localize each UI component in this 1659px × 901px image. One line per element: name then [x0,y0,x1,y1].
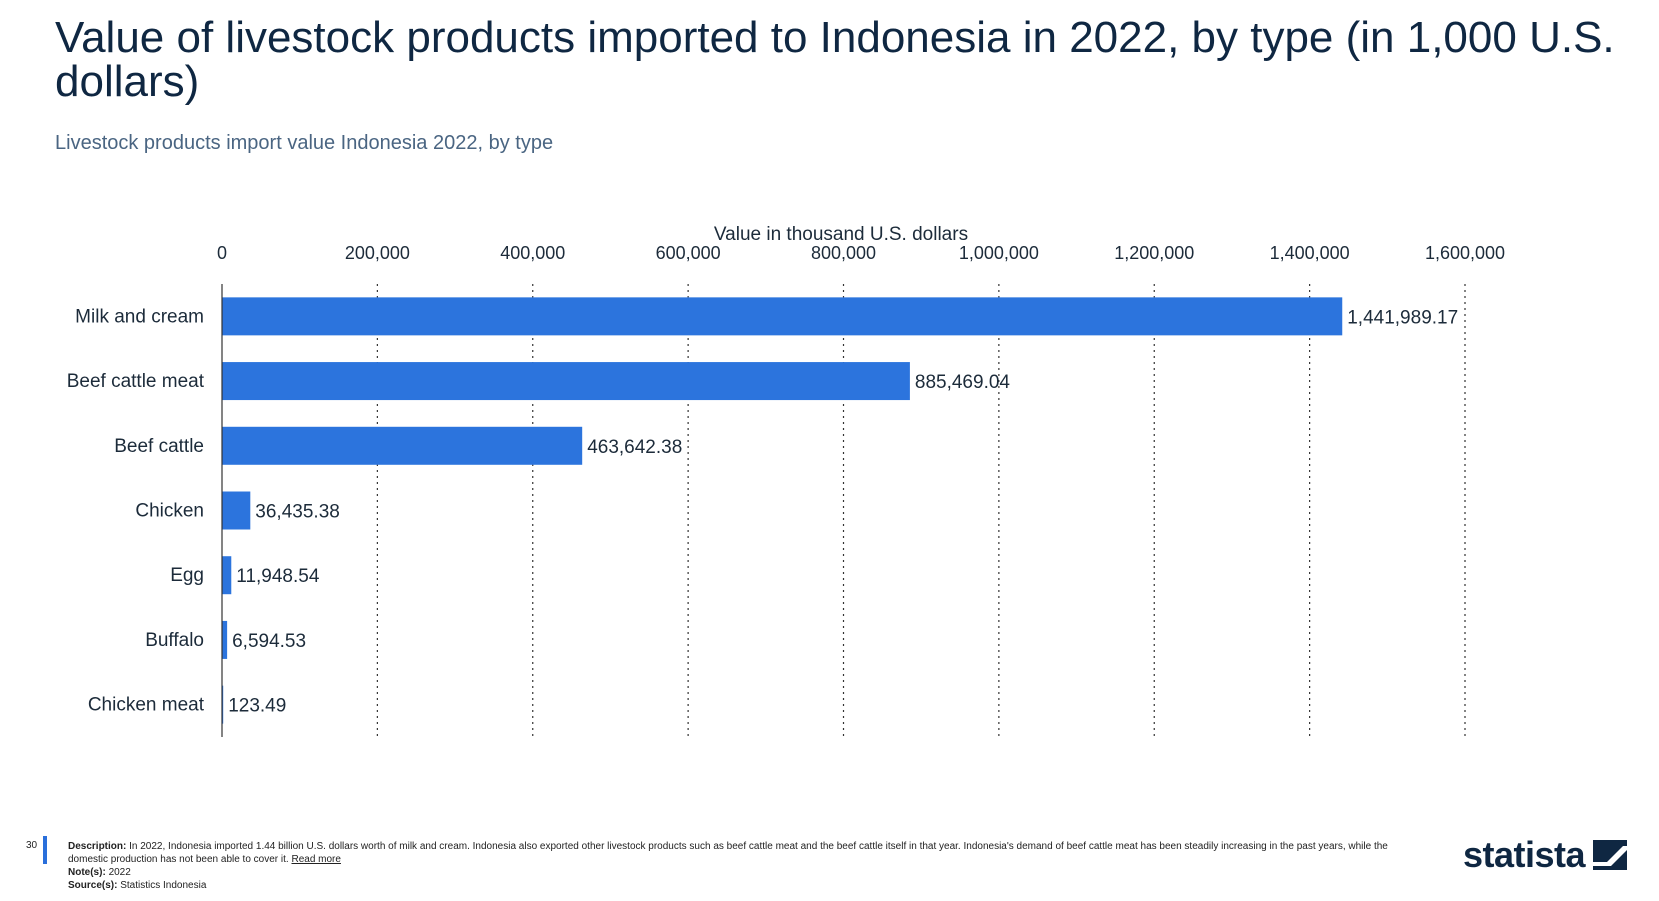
statista-logo-icon [1593,840,1628,870]
category-label: Chicken [135,501,204,522]
bars [222,297,1343,724]
value-labels: 1,441,989.17 885,469.04 463,642.38 36,435.3… [228,307,1458,716]
bar [222,362,910,401]
tick-label: 400,000 [500,243,565,263]
category-label: Egg [170,565,204,586]
description-text: In 2022, Indonesia imported 1.44 billion… [68,841,1388,865]
value-label: 6,594.53 [232,631,306,652]
bar [222,426,583,465]
page-number: 30 [26,840,38,851]
grid-lines [376,284,1466,737]
source-label: Source(s): [68,880,118,891]
category-label: Milk and cream [75,306,204,327]
note-text: 2022 [108,867,131,878]
footer: 30 Description: In 2022, Indonesia impor… [0,830,1659,901]
category-label: Chicken meat [88,695,205,716]
bar-chart: Value in thousand U.S. dollars 0 200,000 4… [67,224,1505,737]
description-label: Description: [68,841,127,852]
note-label: Note(s): [68,867,106,878]
tick-label: 1,600,000 [1425,243,1505,263]
statista-logo[interactable]: statista [1463,834,1628,876]
bar [222,556,232,595]
value-label: 123.49 [228,696,286,717]
tick-label: 1,200,000 [1114,243,1194,263]
source-text: Statistics Indonesia [120,880,207,891]
description: Description: In 2022, Indonesia imported… [68,840,1408,866]
tick-label: 0 [217,243,227,263]
bar [222,491,251,530]
tick-label: 1,000,000 [959,243,1039,263]
value-label: 11,948.54 [236,566,320,587]
category-label: Beef cattle [114,436,204,457]
note: Note(s): 2022 [68,866,1408,879]
value-label: 36,435.38 [255,502,340,523]
bar [222,297,1343,336]
x-axis-label: Value in thousand U.S. dollars [714,224,968,245]
category-label: Buffalo [145,630,204,651]
tick-label: 800,000 [811,243,876,263]
brand-name: statista [1463,834,1586,875]
bar [222,685,224,724]
value-label: 1,441,989.17 [1347,307,1458,328]
footer-meta: Description: In 2022, Indonesia imported… [68,840,1408,892]
read-more-link[interactable]: Read more [291,854,341,865]
category-label: Beef cattle meat [67,371,205,392]
value-label: 885,469.04 [915,372,1011,393]
tick-label: 1,400,000 [1270,243,1350,263]
tick-label: 600,000 [656,243,721,263]
footer-accent-bar [43,836,47,864]
tick-label: 200,000 [345,243,410,263]
value-label: 463,642.38 [587,437,682,458]
tick-labels: 0 200,000 400,000 600,000 800,000 1,000,000 1,… [217,243,1505,263]
bar [222,620,228,659]
chart-title: Value of livestock products imported to … [55,13,1615,106]
category-labels: Milk and cream Beef cattle meat Beef cattl… [67,306,205,715]
source: Source(s): Statistics Indonesia [68,879,1408,892]
chart-subtitle: Livestock products import value Indonesi… [55,132,554,154]
